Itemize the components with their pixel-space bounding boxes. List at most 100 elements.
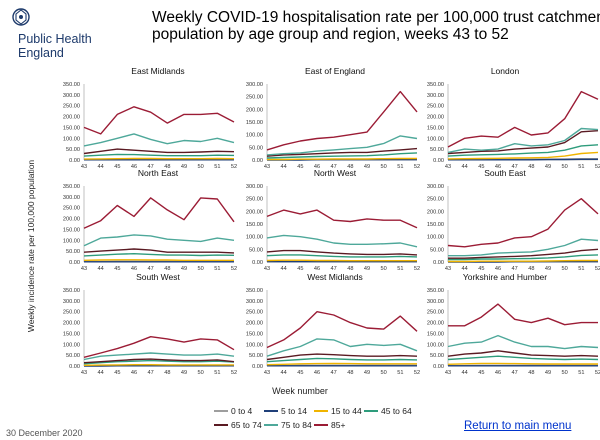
- y-tick-label: 0.00: [69, 364, 80, 370]
- y-tick-label: 100.00: [427, 136, 444, 142]
- y-tick-label: 300.00: [63, 299, 80, 305]
- x-tick-label: 46: [495, 266, 501, 272]
- legend-item: 5 to 14: [264, 406, 314, 416]
- panel-title: North East: [138, 168, 179, 178]
- x-tick-label: 46: [131, 370, 137, 376]
- panel-title: East Midlands: [131, 66, 184, 76]
- y-tick-label: 350.00: [246, 288, 263, 294]
- y-tick-label: 50.00: [430, 147, 444, 153]
- series-line-75-to-84: [266, 135, 418, 156]
- panel-title: Yorkshire and Humber: [463, 272, 547, 282]
- y-tick-label: 50.00: [430, 353, 444, 359]
- x-tick-label: 51: [578, 266, 584, 272]
- legend-swatch: [264, 409, 278, 413]
- y-tick-label: 200.00: [63, 321, 80, 327]
- y-tick-label: 250.00: [246, 197, 263, 203]
- x-tick-label: 45: [114, 164, 120, 170]
- x-tick-label: 47: [148, 266, 154, 272]
- y-tick-label: 150.00: [427, 331, 444, 337]
- series-line-65-to-74: [448, 248, 599, 259]
- y-tick-label: 0.00: [433, 364, 444, 370]
- y-tick-label: 100.00: [427, 342, 444, 348]
- legend-swatch: [214, 423, 228, 427]
- legend-item: 45 to 64: [364, 406, 414, 416]
- x-tick-label: 48: [164, 266, 170, 272]
- legend-swatch: [314, 423, 328, 427]
- y-tick-label: 200.00: [246, 107, 263, 113]
- y-tick-label: 200.00: [427, 321, 444, 327]
- series-line-75-to-84: [83, 133, 235, 147]
- series-line-5-to-14: [448, 158, 598, 161]
- series-line-85plus: [266, 90, 418, 151]
- series-line-45-to-64: [83, 153, 235, 157]
- page-title-line-1: Weekly COVID-19 hospitalisation rate per…: [152, 9, 600, 26]
- series-line-45-to-64: [447, 144, 599, 157]
- y-tick-label: 100.00: [427, 235, 444, 241]
- legend-row: 0 to 4 5 to 14 15 to 44 45 to 64: [214, 404, 414, 418]
- x-tick-label: 44: [462, 266, 468, 272]
- royal-crest-icon: [12, 8, 30, 26]
- series-line-65-to-74: [447, 350, 599, 357]
- legend-label: 15 to 44: [331, 406, 362, 416]
- x-tick-label: 48: [347, 266, 353, 272]
- y-tick-label: 150.00: [63, 227, 80, 233]
- x-tick-label: 48: [347, 164, 353, 170]
- x-tick-label: 44: [98, 266, 104, 272]
- legend-item: 0 to 4: [214, 406, 264, 416]
- x-tick-label: 46: [495, 370, 501, 376]
- x-tick-label: 49: [181, 164, 187, 170]
- x-tick-label: 47: [331, 266, 337, 272]
- x-tick-label: 52: [595, 266, 600, 272]
- y-tick-label: 300.00: [63, 93, 80, 99]
- x-tick-label: 50: [198, 164, 204, 170]
- x-tick-label: 51: [397, 370, 403, 376]
- legend-swatch: [264, 423, 278, 427]
- series-line-75-to-84: [447, 334, 599, 350]
- series-line-75-to-84: [266, 234, 418, 248]
- x-tick-label: 50: [381, 266, 387, 272]
- publication-date: 30 December 2020: [6, 428, 83, 438]
- series-line-65-to-74: [266, 353, 418, 361]
- y-tick-label: 250.00: [427, 310, 444, 316]
- x-tick-label: 45: [114, 370, 120, 376]
- x-tick-label: 46: [314, 370, 320, 376]
- logo-line-1: Public Health: [18, 32, 92, 46]
- y-tick-label: 50.00: [430, 247, 444, 253]
- x-tick-label: 44: [281, 164, 287, 170]
- x-tick-label: 47: [331, 164, 337, 170]
- series-line-45-to-64: [83, 359, 235, 365]
- x-tick-label: 43: [445, 370, 451, 376]
- y-tick-label: 150.00: [246, 222, 263, 228]
- y-tick-label: 0.00: [252, 158, 263, 164]
- series-line-85plus: [266, 209, 418, 229]
- return-to-main-menu-link[interactable]: Return to main menu: [464, 420, 572, 432]
- x-tick-label: 49: [181, 266, 187, 272]
- y-tick-label: 50.00: [249, 353, 263, 359]
- y-tick-label: 100.00: [63, 238, 80, 244]
- y-tick-label: 250.00: [427, 104, 444, 110]
- x-tick-label: 50: [562, 266, 568, 272]
- x-tick-label: 44: [98, 164, 104, 170]
- y-tick-label: 350.00: [63, 184, 80, 190]
- series-line-45-to-64: [447, 355, 599, 361]
- x-tick-label: 46: [314, 266, 320, 272]
- x-tick-label: 43: [264, 266, 270, 272]
- y-axis-label: Weekly incidence rate per 100,000 popula…: [26, 159, 36, 333]
- x-tick-label: 44: [98, 370, 104, 376]
- x-tick-label: 51: [578, 370, 584, 376]
- x-tick-label: 43: [81, 370, 87, 376]
- legend-label: 75 to 84: [281, 420, 312, 430]
- x-tick-label: 45: [478, 164, 484, 170]
- x-tick-label: 45: [478, 370, 484, 376]
- x-tick-label: 50: [562, 370, 568, 376]
- x-tick-label: 46: [495, 164, 501, 170]
- y-tick-label: 150.00: [63, 125, 80, 131]
- y-tick-label: 50.00: [249, 247, 263, 253]
- series-line-45-to-64: [266, 152, 418, 159]
- x-tick-label: 51: [214, 164, 220, 170]
- legend-label: 65 to 74: [231, 420, 262, 430]
- series-line-65-to-74: [447, 130, 599, 155]
- panel-title: North West: [314, 168, 357, 178]
- legend-item: 65 to 74: [214, 420, 264, 430]
- x-tick-label: 52: [414, 370, 420, 376]
